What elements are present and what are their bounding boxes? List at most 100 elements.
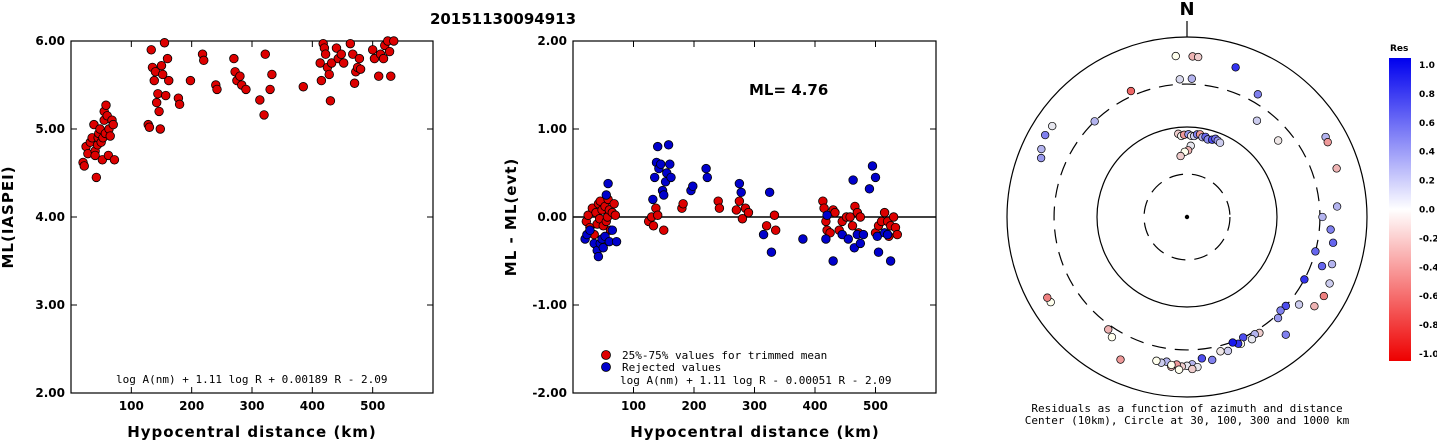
middle-point <box>858 229 869 240</box>
middle-point <box>830 207 840 218</box>
left-point <box>109 155 120 165</box>
distance-rings <box>1006 36 1368 398</box>
left-point <box>320 49 331 59</box>
left-point <box>259 110 269 120</box>
station-point <box>1294 300 1304 309</box>
left-point <box>158 69 168 80</box>
left-point <box>325 96 336 106</box>
left-point <box>339 58 349 68</box>
colorbar-tick: 0.4 <box>1419 148 1435 158</box>
left-point <box>235 71 245 81</box>
middle-point <box>769 210 780 220</box>
station-point <box>1176 151 1185 161</box>
left-point <box>174 99 185 110</box>
middle-point <box>656 159 666 169</box>
figure-title: 20151130094913 <box>430 10 576 28</box>
middle-point <box>701 163 711 174</box>
left-axis-ticks: 100 200 300 400 500 2.00 3.00 4.00 5.00 6.00 <box>35 34 433 413</box>
middle-point <box>848 175 858 185</box>
colorbar-tick: 1.0 <box>1419 61 1435 71</box>
middle-point <box>648 194 658 205</box>
station-point <box>1252 116 1262 125</box>
middle-point <box>585 225 595 235</box>
left-point <box>241 84 251 95</box>
middle-x-tick-label: 500 <box>863 399 888 413</box>
left-point <box>159 38 170 48</box>
ml-annotation: ML= 4.76 <box>749 81 828 99</box>
left-point <box>316 75 327 86</box>
station-point <box>1167 360 1176 370</box>
left-point <box>212 84 222 95</box>
station-point <box>1311 247 1320 256</box>
station-point <box>1328 238 1338 247</box>
polar-caption-line1: Residuals as a function of azimuth and d… <box>1031 402 1342 415</box>
station-point <box>1090 117 1099 126</box>
north-label: N <box>1179 0 1194 20</box>
station-point <box>1215 138 1225 147</box>
station-point <box>1223 346 1233 356</box>
station-point <box>1037 144 1046 154</box>
middle-x-axis-label: Hypocentral distance (km) <box>630 423 880 441</box>
middle-point <box>610 210 621 220</box>
colorbar-tick: 0.6 <box>1419 119 1435 129</box>
middle-point <box>855 238 866 249</box>
station-point <box>1116 355 1125 364</box>
left-point <box>161 90 171 101</box>
middle-data-points <box>580 140 902 266</box>
left-point <box>386 71 396 81</box>
station-point <box>1276 306 1285 315</box>
station-point <box>1197 354 1207 363</box>
station-point <box>1188 364 1197 374</box>
legend-marker-trimmed <box>601 350 611 360</box>
middle-point <box>714 203 725 213</box>
colorbar-tick: -1.0 <box>1419 350 1437 360</box>
left-point <box>336 49 346 59</box>
middle-plot: 100 200 300 400 500 -2.00 -1.00 0.00 1.00 2.00 ML… <box>502 34 937 441</box>
left-point <box>91 172 102 183</box>
left-point <box>355 64 366 74</box>
colorbar-tick: -0.6 <box>1419 292 1437 302</box>
left-plot-frame <box>70 40 434 394</box>
middle-point <box>867 161 878 171</box>
middle-point <box>648 221 659 231</box>
station-point <box>1228 338 1237 347</box>
left-point <box>229 53 239 64</box>
left-point <box>90 150 100 161</box>
colorbar-tick: 0.2 <box>1419 177 1435 187</box>
station-point <box>1247 335 1257 344</box>
middle-point <box>663 140 674 150</box>
station-point <box>1048 121 1057 131</box>
left-x-axis-label: Hypocentral distance (km) <box>127 423 377 441</box>
station-point <box>1326 225 1335 234</box>
left-point <box>349 78 360 88</box>
colorbar-gradient <box>1389 58 1411 361</box>
left-point <box>348 49 358 59</box>
station-point <box>1152 356 1161 365</box>
left-point <box>260 49 270 59</box>
left-y-tick-label: 4.00 <box>35 210 65 224</box>
station-point <box>1319 291 1329 301</box>
station-point <box>1332 164 1341 173</box>
left-x-tick-label: 500 <box>360 399 385 413</box>
middle-point <box>593 251 604 262</box>
left-point <box>374 71 384 81</box>
middle-x-tick-label: 400 <box>802 399 827 413</box>
left-y-tick-label: 3.00 <box>35 298 65 312</box>
left-point <box>367 45 378 55</box>
left-point <box>155 124 165 134</box>
middle-point <box>761 221 772 231</box>
ring-100km <box>1096 126 1278 308</box>
station-point <box>1194 52 1203 62</box>
left-point <box>384 46 395 57</box>
middle-formula: log A(nm) + 1.11 log R - 0.00051 R - 2.0… <box>620 374 892 387</box>
left-point <box>255 95 265 105</box>
middle-point <box>653 141 663 152</box>
left-point <box>105 131 115 141</box>
left-point <box>151 97 162 108</box>
middle-point <box>607 225 618 235</box>
left-point <box>378 53 389 64</box>
middle-point <box>855 212 866 222</box>
left-point <box>156 60 167 71</box>
station-point <box>1036 153 1046 163</box>
